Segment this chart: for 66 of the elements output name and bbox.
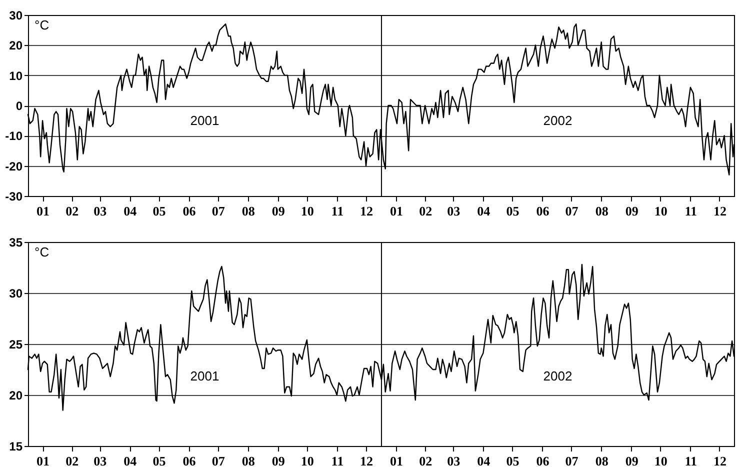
x-tick-label: 04 bbox=[477, 454, 491, 467]
x-tick-label: 03 bbox=[447, 204, 461, 218]
x-tick-label: 09 bbox=[625, 454, 639, 467]
y-tick-label: -20 bbox=[5, 159, 23, 174]
y-tick-label: 20 bbox=[9, 38, 23, 53]
x-tick-label: 05 bbox=[506, 204, 520, 218]
x-tick-label: 07 bbox=[565, 204, 579, 218]
x-tick-label: 12 bbox=[360, 454, 373, 467]
x-tick-label: 03 bbox=[447, 454, 461, 467]
y-tick-label: 20 bbox=[9, 388, 23, 402]
x-tick-label: 10 bbox=[300, 204, 314, 218]
x-tick-label: 03 bbox=[94, 204, 108, 218]
y-tick-label: -30 bbox=[5, 190, 23, 204]
x-tick-label: 06 bbox=[536, 204, 550, 218]
x-tick-label: 10 bbox=[654, 204, 668, 218]
x-tick-label: 04 bbox=[477, 204, 491, 218]
x-tick-label: 05 bbox=[506, 454, 520, 467]
x-tick-label: 02 bbox=[66, 204, 79, 218]
x-tick-label: 08 bbox=[595, 204, 609, 218]
annotation: 2001 bbox=[190, 368, 220, 384]
y-tick-label: 15 bbox=[9, 440, 23, 454]
x-tick-label: 02 bbox=[66, 454, 79, 467]
x-tick-label: 08 bbox=[595, 454, 609, 467]
y-tick-label: 30 bbox=[9, 286, 23, 300]
y-tick-label: 25 bbox=[9, 338, 23, 352]
x-tick-label: 07 bbox=[565, 454, 579, 467]
y-tick-label: 10 bbox=[9, 68, 23, 83]
x-tick-label: 09 bbox=[272, 454, 286, 467]
annotation: 2001 bbox=[190, 112, 220, 128]
annotation: 2002 bbox=[543, 112, 572, 128]
x-tick-label: 12 bbox=[713, 204, 726, 218]
x-tick-label: 10 bbox=[654, 454, 668, 467]
y-tick-label: 0 bbox=[16, 99, 23, 113]
x-tick-label: 06 bbox=[182, 454, 196, 467]
annotation: 2002 bbox=[543, 368, 572, 384]
x-tick-label: 11 bbox=[331, 454, 344, 467]
x-tick-label: 03 bbox=[94, 454, 108, 467]
y-axis-title: °C bbox=[34, 244, 50, 260]
x-tick-label: 11 bbox=[684, 454, 698, 467]
x-tick-label: 11 bbox=[684, 204, 698, 218]
x-tick-label: 04 bbox=[124, 204, 138, 218]
x-tick-label: 07 bbox=[212, 454, 226, 467]
x-tick-label: 12 bbox=[713, 454, 726, 467]
x-tick-label: 06 bbox=[536, 454, 550, 467]
x-tick-label: 08 bbox=[242, 204, 256, 218]
x-tick-label: 10 bbox=[300, 454, 314, 467]
x-tick-label: 01 bbox=[36, 454, 50, 467]
x-tick-label: 01 bbox=[36, 204, 50, 218]
x-tick-label: 04 bbox=[124, 454, 138, 467]
x-tick-label: 09 bbox=[272, 204, 286, 218]
y-tick-label: 30 bbox=[9, 8, 23, 22]
y-tick-label: -10 bbox=[5, 129, 23, 144]
x-tick-label: 06 bbox=[182, 204, 196, 218]
x-tick-label: 02 bbox=[419, 454, 432, 467]
x-tick-label: 07 bbox=[212, 204, 226, 218]
x-tick-label: 08 bbox=[242, 454, 256, 467]
x-tick-label: 11 bbox=[331, 204, 344, 218]
x-tick-label: 05 bbox=[152, 204, 166, 218]
x-tick-label: 05 bbox=[152, 454, 166, 467]
x-tick-label: 02 bbox=[419, 204, 432, 218]
x-tick-label: 01 bbox=[390, 454, 404, 467]
y-tick-label: 35 bbox=[9, 236, 23, 250]
y-axis-title: °C bbox=[34, 18, 50, 32]
x-tick-label: 12 bbox=[360, 204, 373, 218]
x-tick-label: 09 bbox=[625, 204, 639, 218]
x-tick-label: 01 bbox=[390, 204, 404, 218]
